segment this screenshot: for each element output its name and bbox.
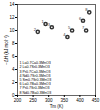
svg-text:250: 250	[29, 98, 37, 103]
svg-text:14: 14	[9, 2, 15, 7]
svg-text:1: 1	[41, 19, 44, 24]
svg-text:400: 400	[76, 98, 84, 103]
svg-text:6: 6	[79, 16, 82, 21]
svg-text:300: 300	[45, 98, 53, 103]
svg-text:6: 6	[12, 54, 15, 59]
svg-text:8 Nd0.7Ba0.3MnO3: 8 Nd0.7Ba0.3MnO3	[20, 91, 52, 95]
svg-text:200: 200	[14, 98, 22, 103]
svg-text:0: 0	[12, 92, 15, 98]
svg-text:−ΔH (kJ mol⁻¹): −ΔH (kJ mol⁻¹)	[4, 35, 9, 65]
svg-text:4 Nd0.7Sr0.3MnO3: 4 Nd0.7Sr0.3MnO3	[19, 73, 51, 78]
svg-text:8: 8	[12, 41, 15, 46]
svg-text:2: 2	[12, 80, 15, 85]
svg-text:2 La0.7Sr0.3MnO3: 2 La0.7Sr0.3MnO3	[19, 65, 50, 70]
svg-text:2: 2	[34, 27, 37, 32]
svg-text:5: 5	[68, 25, 71, 30]
svg-text:7: 7	[82, 25, 85, 30]
svg-text:1 La0.7Ca0.3MnO3: 1 La0.7Ca0.3MnO3	[19, 61, 51, 66]
svg-text:4: 4	[12, 67, 15, 72]
svg-text:12: 12	[9, 15, 15, 20]
svg-text:3 Pr0.7Ca0.3MnO3: 3 Pr0.7Ca0.3MnO3	[19, 69, 51, 74]
svg-text:7 Pr0.7Sr0.3MnO3: 7 Pr0.7Sr0.3MnO3	[19, 86, 50, 91]
svg-text:8: 8	[85, 7, 88, 12]
svg-text:350: 350	[61, 98, 69, 103]
svg-text:5 Sm0.7Sr0.3MnO3: 5 Sm0.7Sr0.3MnO3	[19, 77, 52, 82]
svg-text:6 La0.7Ba0.3MnO3: 6 La0.7Ba0.3MnO3	[19, 82, 51, 87]
svg-text:Tm (K): Tm (K)	[50, 104, 64, 109]
svg-text:4: 4	[63, 32, 66, 37]
svg-text:3: 3	[48, 22, 51, 27]
svg-text:10: 10	[9, 28, 15, 33]
svg-text:450: 450	[92, 98, 100, 103]
